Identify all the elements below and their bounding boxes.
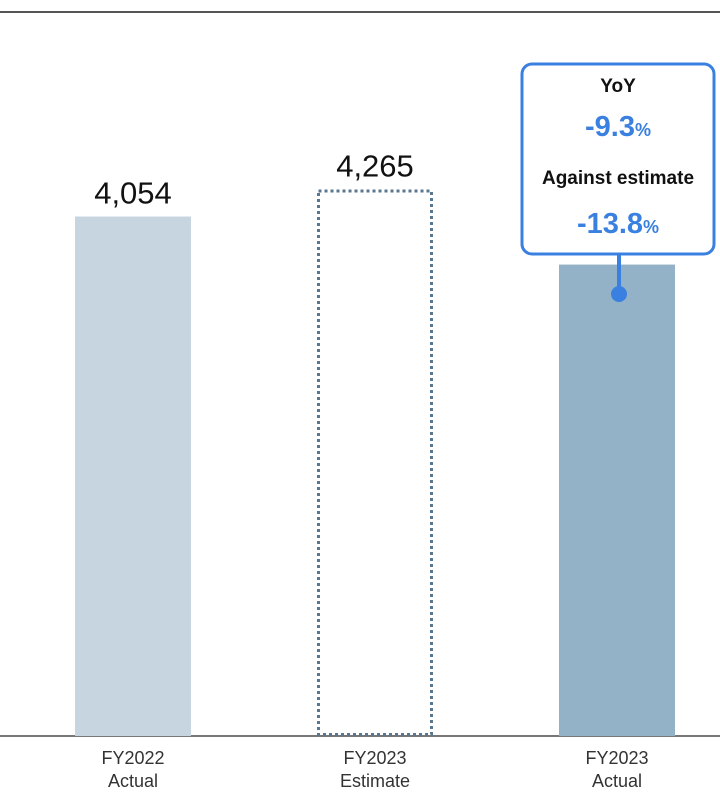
category-sublabel: Estimate: [340, 771, 410, 791]
yoy-value-row: -9.3%: [585, 111, 651, 143]
category-label: FY2023: [343, 748, 406, 768]
bar: [559, 264, 675, 736]
yoy-unit: %: [635, 120, 651, 140]
estimate-unit: %: [643, 217, 659, 237]
category-labels-group: FY2022 Actual FY2023 Estimate FY2023 Actual: [101, 748, 648, 791]
callout-box: [520, 62, 716, 256]
bars-group: [75, 189, 675, 736]
category-label: FY2023: [585, 748, 648, 768]
bar: [317, 189, 433, 736]
yoy-label: YoY: [600, 76, 636, 97]
estimate-value-row: -13.8%: [577, 208, 659, 240]
bar-value-label: 4,265: [336, 148, 414, 183]
estimate-value: -13.8: [577, 208, 643, 240]
category-label: FY2022: [101, 748, 164, 768]
category-sublabel: Actual: [592, 771, 642, 791]
bar-value-label: 4,054: [94, 176, 172, 211]
comparison-callout: YoY -9.3% Against estimate -13.8%: [520, 62, 716, 302]
category-sublabel: Actual: [108, 771, 158, 791]
callout-dot: [611, 286, 627, 302]
yoy-value: -9.3: [585, 111, 635, 143]
bar: [75, 216, 191, 736]
estimate-label: Against estimate: [542, 168, 694, 189]
